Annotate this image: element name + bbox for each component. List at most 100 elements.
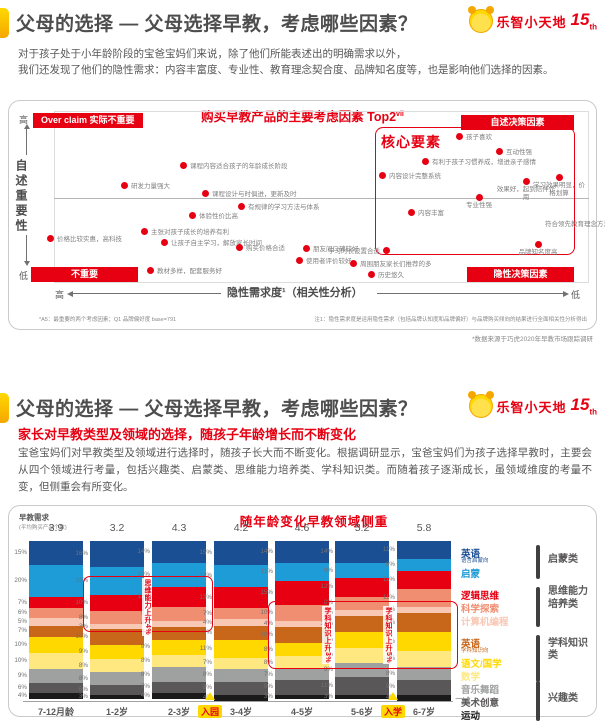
y-axis-high-label: 高 [19, 115, 29, 125]
point-label: 朋友间口碑较好 [313, 246, 359, 253]
point-label: 互动性强 [506, 149, 532, 156]
bar-chart-title: 随年龄变化早教领域侧重 [239, 515, 389, 529]
bar-segment [214, 587, 268, 609]
point-dot-icon [350, 259, 357, 267]
bar-segment [29, 625, 83, 637]
bar-segment [90, 672, 144, 685]
bar-segment [397, 613, 451, 633]
bar-segment [397, 541, 451, 559]
scatter-point: 体验性价比高 [189, 210, 238, 220]
core-factors-label: 核心要素 [381, 134, 441, 150]
bar-segment-value: 3% [78, 693, 88, 700]
bar-segment [214, 669, 268, 682]
bar-segment [152, 587, 206, 607]
point-label: 内容设计完整系统 [389, 173, 441, 180]
bar-segment [214, 640, 268, 658]
brand-name: 乐智小天地 [496, 399, 567, 415]
y-axis-arrow-down [23, 235, 30, 266]
bar-segment [397, 667, 451, 681]
scatter-point: 价格比较实惠，高科技 [47, 233, 122, 243]
bar-segment [90, 645, 144, 660]
bar-segment-value: 16% [75, 549, 88, 557]
core-factors-box [375, 127, 575, 255]
brand-name: 乐智小天地 [496, 14, 567, 30]
bar-segment-value: 14% [260, 548, 273, 556]
point-dot-icon [475, 194, 483, 201]
bar-segment-value: 9% [17, 672, 27, 680]
tiger-mascot-icon [467, 6, 494, 33]
scatter-point: 内容丰富 [408, 207, 444, 217]
bar-segment [90, 694, 144, 700]
annotation-box [268, 601, 458, 669]
bar-segment [335, 662, 389, 677]
milestone-triangle-icon [205, 692, 215, 700]
bar-segment [29, 608, 83, 618]
scatter-point: 学习效果明显，价格划算 [530, 174, 588, 198]
point-dot-icon [296, 256, 303, 264]
quadrant-badge-unimportant: 不重要 [31, 267, 138, 282]
point-label: 教材多样，配套服务好 [157, 268, 222, 275]
point-dot-icon [408, 208, 415, 216]
header-accent-bar [0, 8, 9, 38]
bar-chart-card: 早教需求 (平均购买产品个数) 随年龄变化早教领域侧重 3.9 15% 20% 7% 6… [8, 505, 597, 722]
legend-item: 逻辑思维 [461, 591, 500, 602]
legend-bracket [536, 681, 540, 721]
bar-segment-value: 10% [75, 633, 88, 640]
bar-category-label: 4-5岁 [290, 707, 313, 717]
bar-segment [90, 566, 144, 596]
legend-bracket [536, 545, 540, 579]
bar-segment [90, 629, 144, 645]
scatter-point: 研发力量强大 [121, 180, 170, 190]
point-label: 孩子喜欢 [466, 134, 492, 141]
bar-segment-value: 7% [263, 670, 273, 678]
bar-segment-value: 9% [323, 665, 333, 673]
bar-segment [397, 694, 451, 701]
age-axis-arrow-icon: ⟶ [455, 693, 471, 705]
x-axis-left-arrow [67, 290, 221, 297]
scatter-point: 课程设计与时俱进，更新及时 [202, 188, 297, 198]
section1-title: 父母的选择 — 父母选择早教，考虑哪些因素？ [16, 14, 418, 35]
bar-segment [275, 621, 329, 628]
bar-segment [214, 541, 268, 565]
point-label: 符合领先教育理念方法 [545, 221, 605, 228]
bar-segment-value: 8% [202, 684, 212, 692]
point-dot-icon [456, 132, 463, 140]
y-axis-arrow-up [23, 124, 30, 155]
bar-segment [152, 681, 206, 693]
point-dot-icon [496, 147, 503, 155]
bar-segment [335, 597, 389, 610]
bar-segment-value: 7% [17, 627, 27, 635]
x-axis-title: 隐性需求度¹（相关性分析） [227, 287, 363, 299]
point-label: 课程内容适合孩子的年龄成长阶段 [190, 163, 288, 170]
point-label: 有利于孩子习惯养成，增进亲子感情 [432, 159, 536, 166]
legend-item: 运动 [461, 711, 481, 722]
annotation-label: 学科知识上升3% [322, 606, 332, 665]
legend-item: 科学探索 [461, 604, 500, 615]
bar-segment [397, 558, 451, 572]
bar-y-axis-label: 早教需求 (平均购买产品个数) [19, 512, 67, 531]
y-axis-title: 自述重要性 [14, 159, 28, 234]
intro-line-1: 对于孩子处于小年龄阶段的宝爸宝妈们来说，除了他们所能表述出的明确需求以外， [18, 48, 407, 60]
scatter-point: 专业性强 [459, 194, 499, 210]
anniversary-suffix: th [589, 407, 597, 417]
bar-segment-value: 15% [260, 589, 273, 596]
bar-segment [152, 640, 206, 655]
bar-segment [275, 694, 329, 700]
bar-segment-value: 10% [14, 657, 27, 664]
section1-header: 父母的选择 — 父母选择早教，考虑哪些因素？ 乐智小天地 15th [0, 6, 605, 42]
legend-bracket [536, 587, 540, 627]
scatter-point: 课程内容适合孩子的年龄成长阶段 [180, 160, 288, 170]
point-dot-icon [180, 161, 187, 169]
bar-segment-value: 3% [323, 693, 333, 700]
bar-segment [335, 541, 389, 564]
bar-segment [397, 589, 451, 607]
bar-segment [397, 680, 451, 695]
x-axis: 高 隐性需求度¹（相关性分析） 低 [9, 287, 598, 301]
scatter-point: 孩子喜欢 [456, 131, 492, 141]
point-label: 专业性强 [466, 202, 492, 209]
scatter-footnote-right: 注1：隐性需求度是运用隐性需求（包括品牌认知度和品牌偏好）与品牌购买倾向的结果进… [314, 317, 587, 323]
bar-segment [29, 541, 83, 565]
bar-segment [275, 680, 329, 695]
scatter-chart-title: 购买早教产品的主要考虑因素 Top2vii [9, 106, 596, 125]
legend-group-label: 思维能力培养类 [548, 586, 588, 610]
